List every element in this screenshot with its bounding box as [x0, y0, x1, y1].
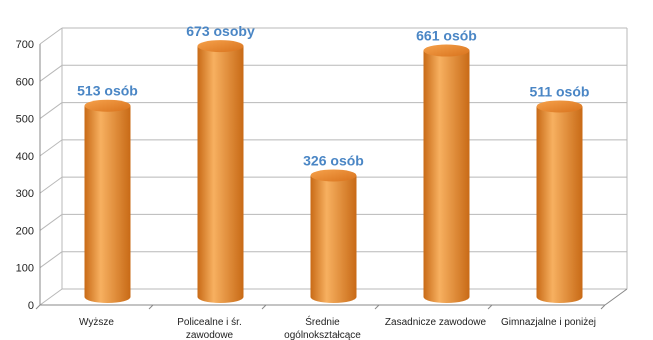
x-tick-label: Gimnazjalne i poniżej — [501, 317, 596, 328]
bar-top — [536, 100, 583, 113]
bar-body — [423, 50, 470, 303]
y-tick-label: 100 — [16, 263, 34, 275]
x-tick — [261, 304, 267, 310]
gridline-side — [39, 251, 63, 269]
data-label: 673 osoby — [186, 23, 255, 39]
x-tick-label: Średnie ogólnokształcące — [284, 315, 361, 340]
x-tick-label-line: Średnie — [305, 315, 340, 328]
gridline-side — [39, 102, 63, 119]
gridline-side — [39, 214, 63, 231]
x-tick-label-line: Zasadnicze zawodowe — [385, 317, 487, 328]
y-tick-label: 600 — [16, 76, 34, 88]
x-tick-label-line: Gimnazjalne i poniżej — [501, 317, 596, 328]
bar-top — [84, 99, 131, 112]
x-tick-label-line: zawodowe — [186, 330, 234, 340]
x-tick — [374, 304, 380, 310]
gridline-side — [39, 139, 63, 157]
bars — [84, 40, 583, 304]
x-tick-label-line: Policealne i śr. — [177, 317, 241, 328]
y-tick-label: 700 — [16, 39, 34, 51]
y-tick-label: 200 — [16, 225, 34, 237]
data-label: 513 osób — [77, 83, 138, 99]
bar-body — [84, 105, 131, 303]
gridline-side — [39, 176, 63, 194]
data-label: 661 osób — [416, 28, 477, 44]
x-tick — [35, 304, 41, 310]
x-tick-label: Zasadnicze zawodowe — [385, 317, 487, 328]
x-tick-label-line: Wyższe — [79, 317, 114, 328]
bar — [536, 100, 583, 303]
x-tick — [148, 304, 154, 310]
x-tick-label-line: ogólnokształcące — [284, 330, 361, 340]
y-tick-label: 400 — [16, 151, 34, 163]
y-tick-label: 300 — [16, 188, 34, 200]
axes: 0 100 200 300 400 500 600 700 — [16, 39, 628, 312]
bar-top — [197, 40, 244, 53]
labels: 513 osób Wyższe 673 osoby Policealne i śr. z… — [77, 23, 596, 340]
bar-body — [536, 106, 583, 303]
x-tick-label: Policealne i śr. zawodowe — [177, 317, 241, 340]
gridline-side — [39, 27, 63, 45]
bar — [310, 169, 357, 303]
data-label: 326 osób — [303, 152, 364, 168]
bar-body — [197, 46, 244, 304]
y-tick-label: 500 — [16, 114, 34, 126]
floor-edge — [604, 288, 628, 306]
bar — [84, 99, 131, 303]
gridline-side — [39, 288, 63, 306]
data-label: 511 osób — [530, 83, 590, 99]
y-tick-label: 0 — [28, 300, 34, 312]
x-tick — [600, 304, 606, 310]
bar-top — [310, 169, 357, 182]
bar-top — [423, 44, 470, 57]
bar — [423, 44, 470, 303]
x-tick-label: Wyższe — [79, 317, 114, 328]
bar-body — [310, 175, 357, 303]
x-tick — [487, 304, 493, 310]
gridline-side — [39, 64, 63, 82]
bar — [197, 40, 244, 304]
